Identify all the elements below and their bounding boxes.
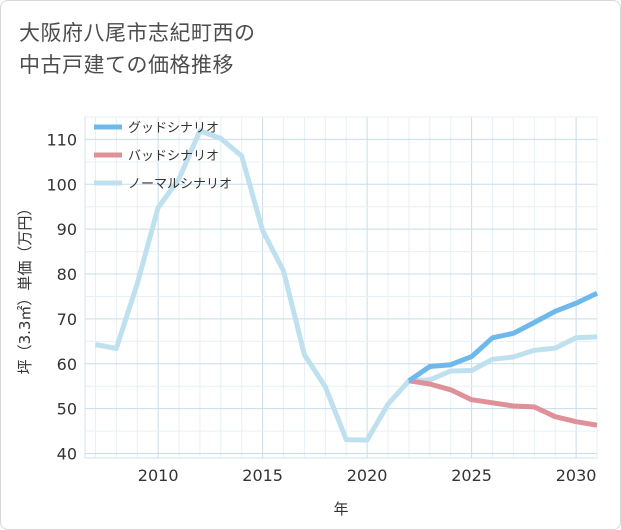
legend-label: グッドシナリオ <box>128 121 219 136</box>
series-line <box>407 291 599 383</box>
plot-area <box>84 116 598 459</box>
y-tick-label: 60 <box>57 355 77 374</box>
legend-label: ノーマルシナリオ <box>128 177 232 192</box>
axis-layer: 2010 2015 2020 2025 2030 40 50 60 70 80 90 100 110 年 坪… <box>16 130 596 518</box>
x-tick-label: 2020 <box>347 466 388 485</box>
legend-label: バッドシナリオ <box>128 149 219 164</box>
series-line <box>408 378 598 428</box>
y-tick-label: 110 <box>46 130 77 149</box>
grid-layer <box>84 116 598 459</box>
x-tick-label: 2030 <box>556 466 597 485</box>
series-layer <box>94 128 599 443</box>
x-tick-label: 2010 <box>138 466 179 485</box>
x-tick-label: 2025 <box>451 466 492 485</box>
series-line <box>94 128 598 443</box>
y-tick-label: 100 <box>46 175 77 194</box>
y-axis-label: 坪（3.3㎡）単価（万円） <box>16 201 34 375</box>
y-tick-label: 80 <box>57 265 77 284</box>
chart-title-line-2: 中古戸建ての価格推移 <box>19 53 234 77</box>
y-tick-label: 70 <box>57 310 77 329</box>
y-tick-label: 50 <box>57 400 77 419</box>
y-tick-label: 40 <box>57 445 77 464</box>
y-tick-label: 90 <box>57 220 77 239</box>
chart-title: 大阪府八尾市志紀町西の 中古戸建ての価格推移 <box>19 17 256 81</box>
x-tick-label: 2015 <box>242 466 283 485</box>
x-axis-label: 年 <box>333 500 348 518</box>
chart-title-line-1: 大阪府八尾市志紀町西の <box>19 21 256 45</box>
